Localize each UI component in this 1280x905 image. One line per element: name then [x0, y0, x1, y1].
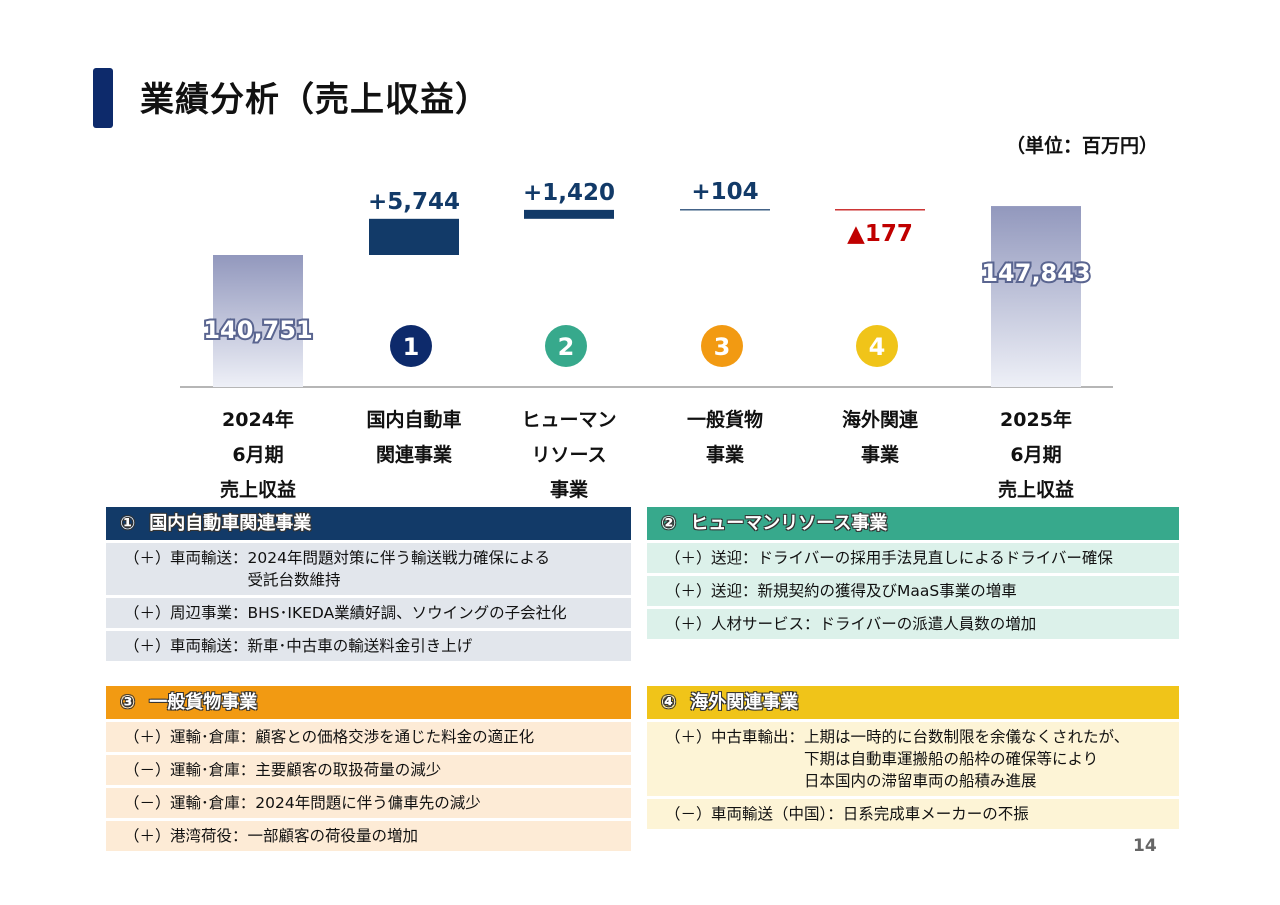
- category-label-0: 2024年 6月期売上収益: [183, 403, 333, 508]
- category-label-line: 2024年: [222, 409, 294, 431]
- panel-row: （＋）車両輸送：新車･中古車の輸送料金引き上げ: [106, 631, 631, 661]
- row-text: 車両輸送（中国）：日系完成車メーカーの不振: [711, 805, 1029, 823]
- panel-overseas: ④ 海外関連事業 （＋）中古車輸出：上期は一時的に台数制限を余儀なくされたが、 下期…: [647, 686, 1179, 829]
- title-accent-bar: [93, 68, 113, 128]
- panel-row: （＋）周辺事業：BHS･IKEDA業績好調、ソウイングの子会社化: [106, 598, 631, 628]
- bar-delta-2: [524, 209, 614, 219]
- row-sign: （－）: [124, 794, 171, 812]
- category-label-line: 売上収益: [219, 479, 296, 501]
- row-text: 送迎：ドライバーの採用手法見直しによるドライバー確保: [711, 549, 1113, 567]
- category-label-line: 一般貨物: [686, 409, 763, 431]
- badge-circle-2: [545, 325, 587, 367]
- data-label-delta-1: +5,744: [368, 189, 460, 215]
- badge-number-2: 2: [558, 333, 575, 361]
- data-label-delta-4: ▲177: [847, 221, 913, 247]
- row-sign: （＋）: [124, 827, 171, 845]
- category-label-line: 2025年: [1000, 409, 1072, 431]
- badge-circle-1: [390, 325, 432, 367]
- row-sign: （＋）: [665, 582, 712, 600]
- row-text: 中古車輸出：上期は一時的に台数制限を余儀なくされたが、 下期は自動車運搬船の船枠…: [711, 728, 1130, 790]
- row-sign: （＋）: [124, 604, 171, 622]
- panel-header: ② ヒューマンリソース事業: [647, 507, 1179, 540]
- category-label-line: 海外関連: [841, 409, 918, 431]
- panel-number: ④: [661, 692, 677, 713]
- category-label-line: ヒューマン: [521, 409, 617, 431]
- panel-row: （－）運輸･倉庫：主要顧客の取扱荷量の減少: [106, 755, 631, 785]
- row-text: 運輸･倉庫：2024年問題に伴う傭車先の減少: [170, 794, 481, 812]
- row-sign: （－）: [665, 805, 712, 823]
- data-label-delta-3: +104: [691, 179, 758, 205]
- category-label-2: ヒューマンリソース事業: [494, 403, 644, 508]
- panel-row: （－）車両輸送（中国）：日系完成車メーカーの不振: [647, 799, 1179, 829]
- row-sign: （＋）: [665, 549, 712, 567]
- panel-row: （＋）送迎：ドライバーの採用手法見直しによるドライバー確保: [647, 543, 1179, 573]
- row-text: 送迎：新規契約の獲得及びMaaS事業の増車: [711, 582, 1017, 600]
- panel-header: ④ 海外関連事業: [647, 686, 1179, 719]
- category-label-4: 海外関連 事業: [805, 403, 955, 473]
- panel-row: （＋）港湾荷役：一部顧客の荷役量の増加: [106, 821, 631, 851]
- bar-delta-4: [835, 209, 925, 211]
- panel-row: （＋）中古車輸出：上期は一時的に台数制限を余儀なくされたが、 下期は自動車運搬船…: [647, 722, 1179, 796]
- row-text: 人材サービス：ドライバーの派遣人員数の増加: [711, 615, 1037, 633]
- panel-title: 一般貨物事業: [149, 692, 258, 713]
- row-sign: （＋）: [124, 637, 171, 655]
- row-text: 運輸･倉庫：主要顧客の取扱荷量の減少: [170, 761, 442, 779]
- category-label-line: 事業: [860, 444, 899, 466]
- badge-number-4: 4: [869, 333, 886, 361]
- unit-label: （単位：百万円）: [1005, 135, 1158, 157]
- category-label-line: 6月期: [1010, 444, 1062, 466]
- waterfall-chart: 140,751 +5,744 1 +1,420 2 +104 3 ▲177 4 147,843: [180, 179, 1113, 388]
- panel-general-cargo: ③ 一般貨物事業 （＋）運輸･倉庫：顧客との価格交渉を通じた料金の適正化 （－）運輸･…: [106, 686, 631, 851]
- panel-domestic-auto: ① 国内自動車関連事業 （＋）車両輸送：2024年問題対策に伴う輸送戦力確保による …: [106, 507, 631, 661]
- row-text: 車両輸送：新車･中古車の輸送料金引き上げ: [170, 637, 473, 655]
- row-text: 運輸･倉庫：顧客との価格交渉を通じた料金の適正化: [170, 728, 535, 746]
- panel-number: ②: [661, 513, 677, 534]
- category-label-line: リソース: [531, 444, 607, 466]
- badge-circle-3: [701, 325, 743, 367]
- category-label-5: 2025年 6月期売上収益: [961, 403, 1111, 508]
- category-label-3: 一般貨物 事業: [650, 403, 800, 473]
- panel-row: （－）運輸･倉庫：2024年問題に伴う傭車先の減少: [106, 788, 631, 818]
- category-label-line: 国内自動車: [366, 409, 462, 431]
- category-label-line: 売上収益: [997, 479, 1074, 501]
- row-text: 港湾荷役：一部顧客の荷役量の増加: [170, 827, 419, 845]
- page-number: 14: [1133, 836, 1157, 856]
- panel-row: （＋）車両輸送：2024年問題対策に伴う輸送戦力確保による 受託台数維持: [106, 543, 631, 595]
- panel-title: ヒューマンリソース事業: [690, 513, 888, 534]
- panel-human-resource: ② ヒューマンリソース事業 （＋）送迎：ドライバーの採用手法見直しによるドライバー確…: [647, 507, 1179, 639]
- category-label-line: 事業: [549, 479, 588, 501]
- row-sign: （－）: [124, 761, 171, 779]
- row-sign: （＋）: [124, 728, 171, 746]
- bar-delta-1: [369, 218, 459, 255]
- panel-row: （＋）運輸･倉庫：顧客との価格交渉を通じた料金の適正化: [106, 722, 631, 752]
- panel-row: （＋）人材サービス：ドライバーの派遣人員数の増加: [647, 609, 1179, 639]
- category-label-line: 関連事業: [375, 444, 452, 466]
- row-text: 周辺事業：BHS･IKEDA業績好調、ソウイングの子会社化: [170, 604, 567, 622]
- category-label-line: 6月期: [232, 444, 284, 466]
- panel-title: 国内自動車関連事業: [149, 513, 312, 534]
- row-text: 車両輸送：2024年問題対策に伴う輸送戦力確保による 受託台数維持: [170, 549, 550, 589]
- bar-total-5: [991, 206, 1081, 387]
- panel-row: （＋）送迎：新規契約の獲得及びMaaS事業の増車: [647, 576, 1179, 606]
- panel-header: ① 国内自動車関連事業: [106, 507, 631, 540]
- bar-total-0: [213, 255, 303, 387]
- badge-number-3: 3: [714, 333, 731, 361]
- row-sign: （＋）: [665, 728, 712, 746]
- data-label-delta-2: +1,420: [523, 180, 615, 206]
- panel-number: ①: [120, 513, 136, 534]
- badge-number-1: 1: [403, 333, 420, 361]
- data-label-total-0: 140,751: [203, 316, 312, 344]
- category-label-1: 国内自動車 関連事業: [339, 403, 489, 473]
- badge-circle-4: [856, 325, 898, 367]
- panel-number: ③: [120, 692, 136, 713]
- bar-delta-3: [680, 209, 770, 211]
- row-sign: （＋）: [124, 549, 171, 567]
- data-label-total-5: 147,843: [981, 259, 1090, 287]
- row-sign: （＋）: [665, 615, 712, 633]
- panel-header: ③ 一般貨物事業: [106, 686, 631, 719]
- panel-title: 海外関連事業: [690, 692, 799, 713]
- category-label-line: 事業: [705, 444, 744, 466]
- page-title: 業績分析（売上収益）: [140, 80, 490, 120]
